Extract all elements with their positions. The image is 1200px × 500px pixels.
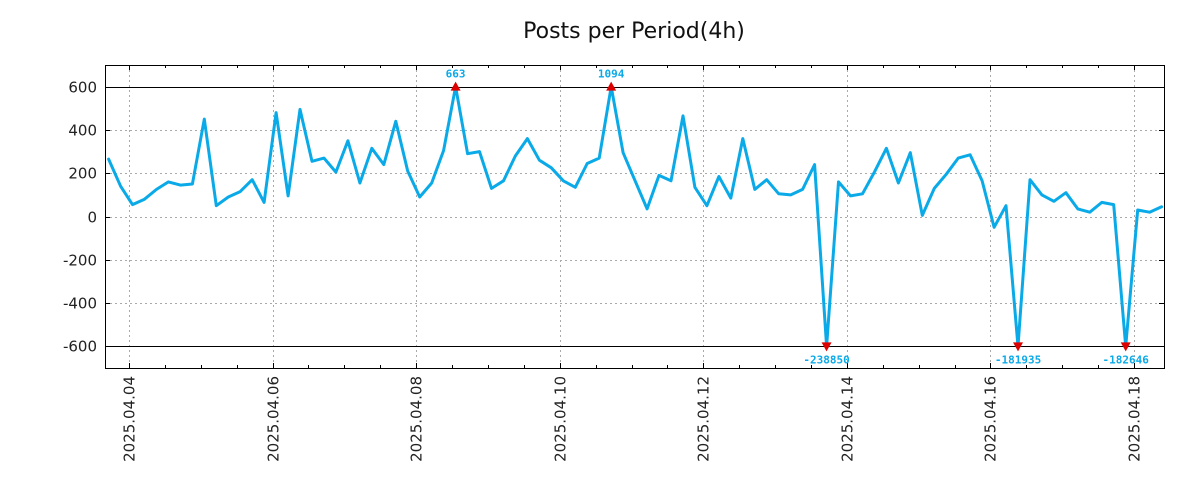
peak-label: 663 bbox=[446, 68, 466, 81]
y-tick-label: 0 bbox=[87, 209, 97, 227]
clip-lines bbox=[105, 87, 1164, 347]
y-tick-label: -200 bbox=[63, 252, 97, 270]
trough-label: -238850 bbox=[803, 353, 849, 366]
x-tick-label: 2025.04.18 bbox=[1126, 376, 1144, 462]
peak-label: 1094 bbox=[598, 68, 625, 81]
peak-marker bbox=[606, 81, 617, 91]
x-tick-label: 2025.04.04 bbox=[121, 376, 139, 462]
x-tick-label: 2025.04.16 bbox=[982, 376, 1000, 462]
x-tick-label: 2025.04.10 bbox=[552, 376, 570, 462]
series-line-posts bbox=[107, 85, 1164, 348]
y-tick-label: -400 bbox=[63, 295, 97, 313]
grid-layer bbox=[105, 65, 1164, 368]
y-axis-ticks: -600 -400 -200 0 200 400 600 bbox=[63, 79, 1164, 356]
x-axis-ticks: 2025.04.04 2025.04.06 2025.04.08 2025.04.10… bbox=[121, 65, 1144, 462]
trough-marker bbox=[1013, 342, 1024, 352]
y-tick-label: -600 bbox=[63, 338, 97, 356]
y-tick-label: 200 bbox=[68, 165, 97, 183]
x-tick-label: 2025.04.14 bbox=[839, 376, 857, 462]
peak-marker bbox=[450, 81, 461, 91]
trough-marker bbox=[1120, 342, 1131, 352]
x-tick-label: 2025.04.08 bbox=[408, 376, 426, 462]
x-tick-label: 2025.04.06 bbox=[265, 376, 283, 462]
chart-title: Posts per Period(4h) bbox=[523, 19, 745, 44]
y-tick-label: 400 bbox=[68, 122, 97, 140]
plot-frame bbox=[105, 65, 1165, 369]
annotation-layer: 663 1094 -238850 -181935 -182646 bbox=[446, 68, 1150, 367]
trough-label: -182646 bbox=[1103, 353, 1150, 366]
trough-marker bbox=[821, 342, 832, 352]
x-tick-label: 2025.04.12 bbox=[695, 376, 713, 462]
series-layer bbox=[107, 85, 1164, 348]
y-tick-label: 600 bbox=[68, 79, 97, 97]
trough-label: -181935 bbox=[995, 353, 1041, 366]
